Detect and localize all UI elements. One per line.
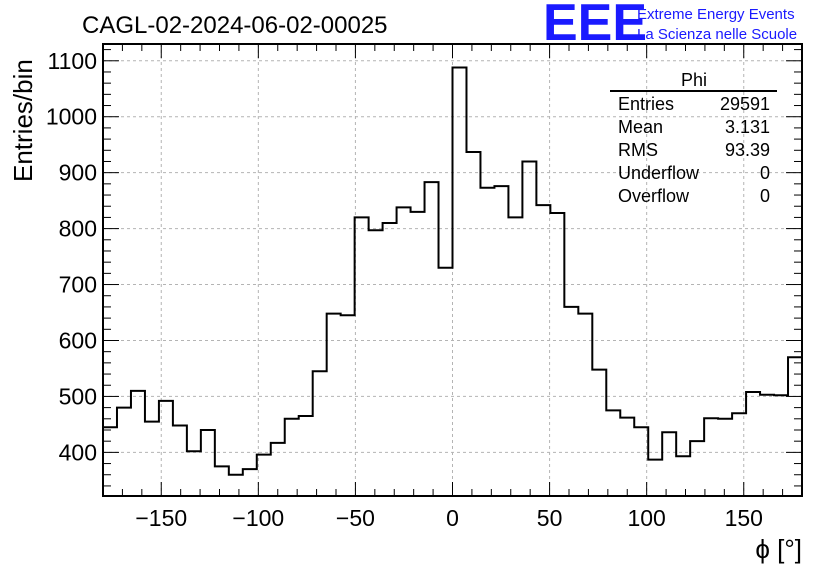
stats-title: Phi	[681, 70, 707, 90]
stats-label: Overflow	[618, 186, 690, 206]
stats-value: 29591	[720, 94, 770, 114]
y-tick-label: 900	[59, 160, 97, 186]
stats-value: 93.39	[725, 140, 770, 160]
stats-rows: Entries 29591 Mean 3.131 RMS 93.39 Underflow 0 O…	[618, 94, 770, 206]
x-tick-labels: −150 −100 −50 0 50 100 150	[135, 505, 763, 531]
stats-label: RMS	[618, 140, 658, 160]
histogram-series	[103, 66, 802, 476]
eee-logo: EEE Extreme Energy Events La Scienza nel…	[543, 0, 797, 52]
chart-title: CAGL-02-2024-06-02-00025	[82, 12, 388, 39]
x-tick-label: −150	[135, 505, 187, 531]
logo-mark: EEE	[543, 0, 647, 52]
y-tick-label: 800	[59, 216, 97, 242]
y-tick-label: 700	[59, 272, 97, 298]
logo-line-2: La Scienza nelle Scuole	[637, 26, 797, 43]
x-axis-label: ϕ [°]	[755, 534, 802, 564]
stats-label: Underflow	[618, 163, 700, 183]
y-tick-label: 1000	[46, 104, 97, 130]
x-tick-label: −50	[336, 505, 375, 531]
y-tick-labels: 400 500 600 700 800 900 1000 1100	[46, 48, 97, 466]
y-tick-label: 600	[59, 327, 97, 353]
x-tick-label: 150	[725, 505, 763, 531]
stats-box: Phi Entries 29591 Mean 3.131 RMS 93.39 Underfl…	[610, 70, 777, 206]
axis-ticks	[103, 44, 802, 496]
stats-label: Entries	[618, 94, 674, 114]
y-tick-label: 1100	[48, 48, 97, 74]
stats-label: Mean	[618, 117, 663, 137]
y-tick-label: 500	[59, 383, 97, 409]
y-tick-label: 400	[59, 439, 97, 465]
x-tick-label: 50	[537, 505, 563, 531]
stats-value: 0	[760, 186, 770, 206]
x-tick-label: 100	[627, 505, 665, 531]
logo-line-1: Extreme Energy Events	[637, 6, 795, 23]
stats-value: 0	[760, 163, 770, 183]
x-tick-label: 0	[446, 505, 459, 531]
x-tick-label: −100	[232, 505, 284, 531]
stats-value: 3.131	[725, 117, 770, 137]
y-axis-label: Entries/bin	[8, 59, 38, 182]
